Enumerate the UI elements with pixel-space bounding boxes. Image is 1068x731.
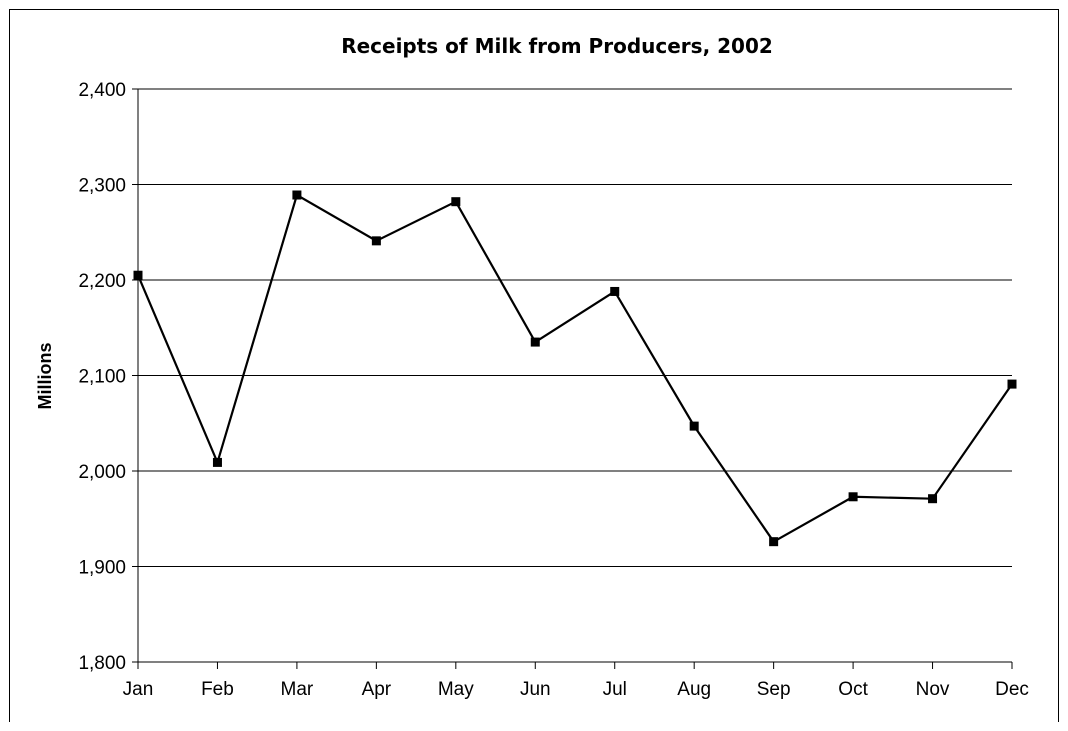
data-point-marker: [292, 190, 302, 200]
x-tick-label: Apr: [362, 679, 392, 700]
y-tick-label: 2,300: [78, 176, 126, 197]
x-tick-label: Oct: [838, 679, 868, 700]
data-point-marker: [848, 492, 858, 502]
x-tick-label: Feb: [201, 679, 234, 700]
data-point-marker: [610, 286, 620, 296]
y-tick-label: 2,200: [78, 271, 126, 292]
x-tick-label: Dec: [995, 679, 1029, 700]
x-tick-label: Jul: [603, 679, 627, 700]
x-tick-label: Mar: [281, 679, 314, 700]
data-point-marker: [1007, 379, 1017, 389]
y-tick-label: 1,900: [78, 558, 126, 579]
series-layer: [133, 190, 1017, 547]
y-tick-label: 2,000: [78, 462, 126, 483]
data-point-marker: [133, 270, 143, 280]
x-tick-label: May: [438, 679, 474, 700]
gridlines: [138, 88, 1012, 567]
data-point-marker: [928, 494, 938, 504]
data-point-marker: [371, 236, 381, 246]
chart-frame: [9, 9, 1059, 722]
x-tick-label: Sep: [757, 679, 791, 700]
y-axis-label: Millions: [35, 343, 55, 410]
data-point-marker: [530, 337, 540, 347]
x-tick-labels: Jan Feb Mar Apr May Jun Jul Aug Sep Oct Nov Dec: [123, 679, 1029, 700]
data-point-marker: [212, 457, 222, 467]
y-tick-label: 2,100: [78, 367, 126, 388]
data-point-marker: [689, 421, 699, 431]
x-tick-label: Nov: [916, 679, 950, 700]
y-tick-labels: 1,800 1,900 2,000 2,100 2,200 2,300 2,400: [78, 80, 126, 674]
x-tick-label: Aug: [677, 679, 711, 700]
chart-title: Receipts of Milk from Producers, 2002: [341, 34, 773, 58]
data-point-marker: [451, 197, 461, 207]
x-tick-label: Jan: [123, 679, 154, 700]
x-tick-label: Jun: [520, 679, 551, 700]
y-tick-label: 2,400: [78, 80, 126, 101]
series-line: [136, 193, 1013, 544]
y-tick-label: 1,800: [78, 653, 126, 674]
axes: [132, 88, 1013, 669]
data-point-marker: [769, 537, 779, 547]
